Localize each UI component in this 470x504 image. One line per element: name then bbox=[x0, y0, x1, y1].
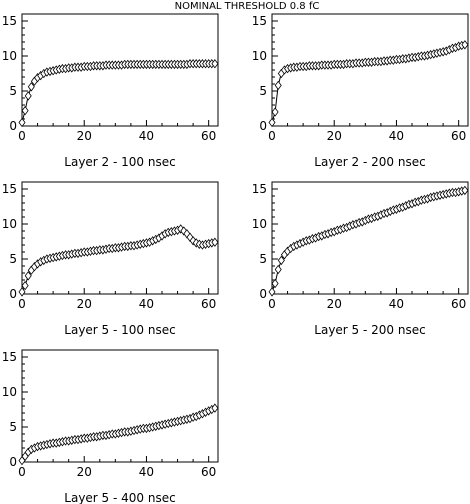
chart-panel-5: 0 20 40 60 0 5 10 15 Layer 5 - 400 nsec bbox=[2, 349, 219, 504]
data-point bbox=[274, 264, 282, 275]
y-tick-label: 15 bbox=[252, 14, 267, 28]
x-tick-label: 0 bbox=[18, 129, 26, 143]
data-point bbox=[18, 287, 26, 297]
y-tick-label: 5 bbox=[9, 420, 17, 434]
x-tick-label: 60 bbox=[451, 297, 466, 311]
data-point bbox=[461, 185, 469, 196]
x-tick-label: 40 bbox=[139, 129, 154, 143]
y-tick-label: 5 bbox=[259, 84, 267, 98]
panel-caption: Layer 5 - 100 nsec bbox=[64, 323, 175, 337]
data-point bbox=[24, 271, 32, 281]
data-point bbox=[271, 278, 279, 289]
x-tick-label: 20 bbox=[327, 129, 342, 143]
x-tick-label: 40 bbox=[389, 129, 404, 143]
data-point bbox=[21, 280, 29, 291]
data-point bbox=[211, 403, 219, 413]
x-tick-label: 40 bbox=[139, 465, 154, 479]
data-point bbox=[274, 80, 282, 91]
y-tick-label: 0 bbox=[9, 455, 17, 469]
panel-caption: Layer 2 - 100 nsec bbox=[64, 155, 175, 169]
data-point bbox=[268, 117, 276, 128]
x-tick-label: 60 bbox=[201, 129, 216, 143]
y-tick-label: 15 bbox=[2, 350, 17, 364]
data-point bbox=[24, 91, 32, 101]
y-tick-label: 10 bbox=[2, 217, 17, 231]
chart-panel-3: 0 20 40 60 0 5 10 15 Layer 5 - 100 nsec bbox=[2, 181, 219, 337]
plot-frame bbox=[271, 181, 469, 295]
data-point bbox=[461, 40, 469, 50]
panels-container: 0 20 40 60 0 5 10 15 Layer 2 - 100 nsec 0 20 40 60 0 5… bbox=[2, 13, 469, 504]
y-tick-label: 15 bbox=[252, 182, 267, 196]
y-tick-label: 5 bbox=[9, 84, 17, 98]
data-point bbox=[211, 59, 219, 69]
y-tick-label: 10 bbox=[2, 385, 17, 399]
panel-caption: Layer 5 - 400 nsec bbox=[64, 491, 175, 504]
x-tick-label: 20 bbox=[77, 297, 92, 311]
x-tick-label: 0 bbox=[18, 297, 26, 311]
panel-caption: Layer 5 - 200 nsec bbox=[314, 323, 425, 337]
x-tick-label: 20 bbox=[77, 465, 92, 479]
chart-panel-4: 0 20 40 60 0 5 10 15 Layer 5 - 200 nsec bbox=[252, 181, 469, 337]
y-tick-label: 10 bbox=[252, 217, 267, 231]
y-tick-label: 5 bbox=[9, 252, 17, 266]
chart-panel-2: 0 20 40 60 0 5 10 15 Layer 2 - 200 nsec bbox=[252, 13, 469, 169]
x-tick-label: 60 bbox=[451, 129, 466, 143]
y-tick-label: 15 bbox=[2, 182, 17, 196]
page-title: NOMINAL THRESHOLD 0.8 fC bbox=[175, 1, 320, 12]
y-tick-label: 5 bbox=[259, 252, 267, 266]
y-tick-label: 0 bbox=[9, 287, 17, 301]
y-tick-label: 10 bbox=[2, 49, 17, 63]
x-tick-label: 20 bbox=[77, 129, 92, 143]
y-tick-label: 0 bbox=[9, 119, 17, 133]
x-tick-label: 0 bbox=[268, 297, 276, 311]
data-point bbox=[211, 237, 219, 247]
plot-frame bbox=[271, 13, 469, 127]
data-point bbox=[268, 287, 276, 297]
x-tick-label: 0 bbox=[268, 129, 276, 143]
y-tick-label: 15 bbox=[2, 14, 17, 28]
y-tick-label: 0 bbox=[259, 287, 267, 301]
x-tick-label: 40 bbox=[389, 297, 404, 311]
x-tick-label: 0 bbox=[18, 465, 26, 479]
x-tick-label: 60 bbox=[201, 297, 216, 311]
data-point bbox=[271, 107, 279, 117]
x-tick-label: 40 bbox=[139, 297, 154, 311]
x-tick-label: 60 bbox=[201, 465, 216, 479]
data-point bbox=[277, 255, 285, 266]
panel-caption: Layer 2 - 200 nsec bbox=[314, 155, 425, 169]
y-tick-label: 10 bbox=[252, 49, 267, 63]
data-point bbox=[27, 82, 35, 92]
x-tick-label: 20 bbox=[327, 297, 342, 311]
y-tick-label: 0 bbox=[259, 119, 267, 133]
data-point bbox=[18, 117, 26, 128]
chart-panel-1: 0 20 40 60 0 5 10 15 Layer 2 - 100 nsec bbox=[2, 13, 219, 169]
data-point bbox=[21, 105, 29, 116]
